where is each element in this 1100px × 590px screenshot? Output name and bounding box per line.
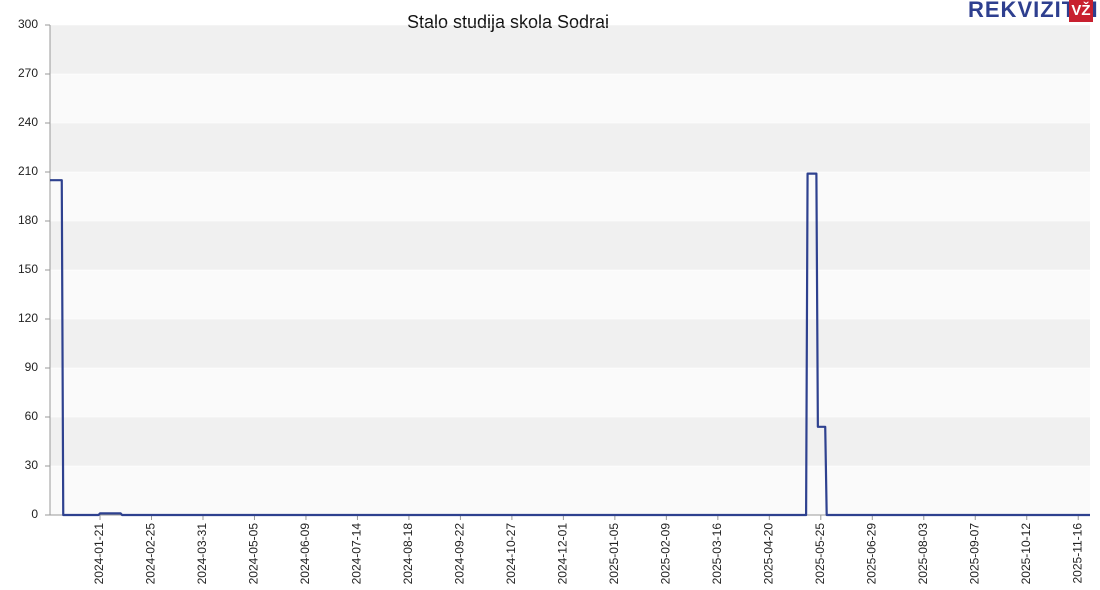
y-tick-label: 180 (18, 213, 38, 227)
grid-band (50, 466, 1090, 515)
x-tick-label: 2024-10-27 (504, 523, 518, 585)
y-tick-label: 240 (18, 115, 38, 129)
grid-band (50, 368, 1090, 417)
chart-title: Stalo studija skola Sodrai (407, 12, 609, 32)
y-tick-label: 30 (25, 458, 39, 472)
grid-band (50, 270, 1090, 319)
x-tick-label: 2024-05-05 (247, 523, 261, 585)
grid-band (50, 25, 1090, 74)
grid-band (50, 172, 1090, 221)
y-tick-label: 300 (18, 17, 38, 31)
x-tick-label: 2024-03-31 (195, 523, 209, 585)
x-tick-label: 2024-12-01 (556, 523, 570, 585)
x-tick-label: 2024-01-21 (92, 523, 106, 585)
x-tick-label: 2024-02-25 (144, 523, 158, 585)
x-tick-label: 2024-07-14 (350, 523, 364, 585)
x-tick-label: 2025-06-29 (864, 523, 878, 585)
x-tick-label: 2025-03-16 (710, 523, 724, 585)
grid-band (50, 74, 1090, 123)
x-tick-label: 2025-04-20 (761, 523, 775, 585)
x-tick-label: 2025-05-25 (813, 523, 827, 585)
grid-band (50, 319, 1090, 368)
grid-band (50, 417, 1090, 466)
grid-band (50, 221, 1090, 270)
x-tick-label: 2024-08-18 (401, 523, 415, 585)
y-tick-label: 90 (25, 360, 39, 374)
x-tick-label: 2025-08-03 (916, 523, 930, 585)
y-tick-label: 270 (18, 66, 38, 80)
x-tick-label: 2025-02-09 (659, 523, 673, 585)
x-tick-label: 2025-01-05 (607, 523, 621, 585)
y-tick-label: 210 (18, 164, 38, 178)
y-tick-label: 120 (18, 311, 38, 325)
x-tick-label: 2024-06-09 (298, 523, 312, 585)
logo-badge-box (1069, 0, 1093, 22)
logo-badge: VŽ (1071, 1, 1090, 19)
y-tick-label: 60 (25, 409, 39, 423)
data-line (50, 172, 1090, 517)
x-tick-label: 2025-11-16 (1070, 523, 1084, 584)
grid-band (50, 123, 1090, 172)
x-tick-label: 2024-09-22 (453, 523, 467, 585)
y-tick-label: 150 (18, 262, 38, 276)
y-tick-label: 0 (31, 507, 38, 521)
logo-text: REKVIZITAI (968, 0, 1099, 22)
x-tick-label: 2025-10-12 (1019, 523, 1033, 585)
x-tick-label: 2025-09-07 (967, 523, 981, 585)
